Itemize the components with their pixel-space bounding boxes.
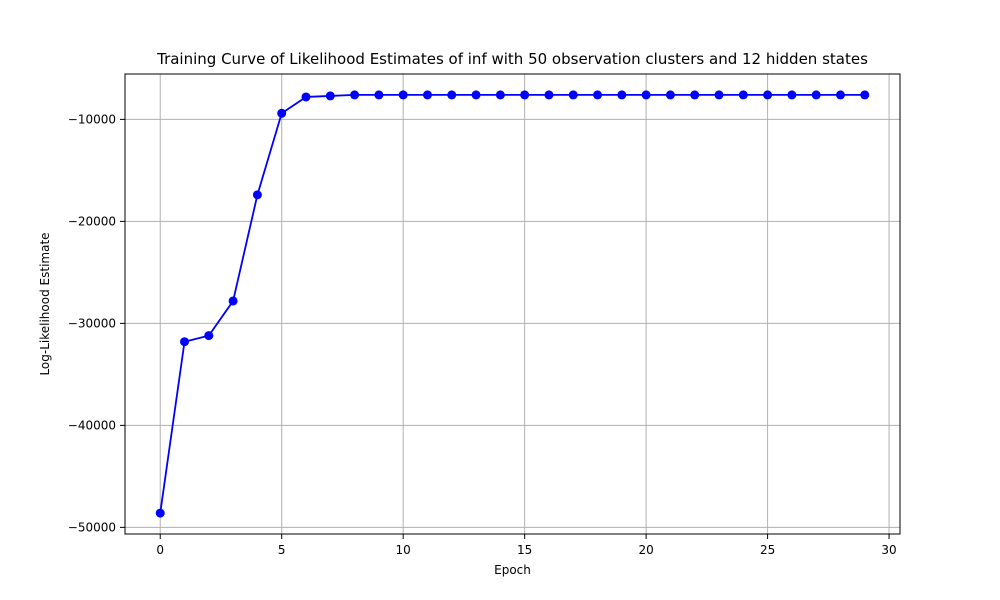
data-point-marker bbox=[665, 90, 675, 100]
data-point-marker bbox=[325, 91, 335, 101]
data-point-marker bbox=[374, 90, 384, 100]
data-point-marker bbox=[568, 90, 578, 100]
data-point-marker bbox=[520, 90, 530, 100]
data-point-marker bbox=[641, 90, 651, 100]
data-point-marker bbox=[422, 90, 432, 100]
data-point-marker bbox=[350, 90, 360, 100]
y-tick-label: −30000 bbox=[68, 316, 116, 330]
y-tick-label: −10000 bbox=[68, 112, 116, 126]
tick-layer: 0 5 10 15 20 25 30 −50000 −40000 −30000 −20000 −100… bbox=[68, 112, 897, 557]
data-point-marker bbox=[228, 296, 238, 306]
data-point-marker bbox=[204, 331, 214, 341]
data-point-marker bbox=[787, 90, 797, 100]
x-tick-label: 25 bbox=[760, 543, 775, 557]
x-tick-label: 5 bbox=[278, 543, 286, 557]
data-point-marker bbox=[398, 90, 408, 100]
data-point-marker bbox=[835, 90, 845, 100]
data-point-marker bbox=[617, 90, 627, 100]
x-tick-label: 30 bbox=[881, 543, 896, 557]
chart-title: Training Curve of Likelihood Estimates o… bbox=[156, 50, 868, 68]
data-point-marker bbox=[155, 508, 165, 518]
data-point-marker bbox=[860, 90, 870, 100]
data-point-marker bbox=[180, 337, 190, 347]
data-point-marker bbox=[447, 90, 457, 100]
data-point-marker bbox=[763, 90, 773, 100]
data-point-marker bbox=[301, 92, 311, 102]
plot-frame bbox=[124, 73, 901, 535]
data-point-marker bbox=[593, 90, 603, 100]
data-point-marker bbox=[495, 90, 505, 100]
y-axis-label: Log-Likelihood Estimate bbox=[38, 232, 52, 375]
data-point-marker bbox=[690, 90, 700, 100]
x-tick-label: 0 bbox=[156, 543, 164, 557]
x-axis-label: Epoch bbox=[494, 563, 531, 577]
data-point-marker bbox=[714, 90, 724, 100]
x-tick-label: 20 bbox=[638, 543, 653, 557]
data-point-marker bbox=[277, 108, 287, 118]
data-point-marker bbox=[811, 90, 821, 100]
data-point-marker bbox=[252, 190, 262, 200]
data-point-marker bbox=[738, 90, 748, 100]
x-tick-label: 15 bbox=[517, 543, 532, 557]
x-tick-label: 10 bbox=[396, 543, 411, 557]
y-tick-label: −50000 bbox=[68, 520, 116, 534]
data-point-marker bbox=[471, 90, 481, 100]
y-tick-label: −20000 bbox=[68, 214, 116, 228]
data-point-marker bbox=[544, 90, 554, 100]
grid-layer bbox=[125, 74, 900, 534]
y-tick-label: −40000 bbox=[68, 418, 116, 432]
series-layer bbox=[155, 90, 870, 518]
